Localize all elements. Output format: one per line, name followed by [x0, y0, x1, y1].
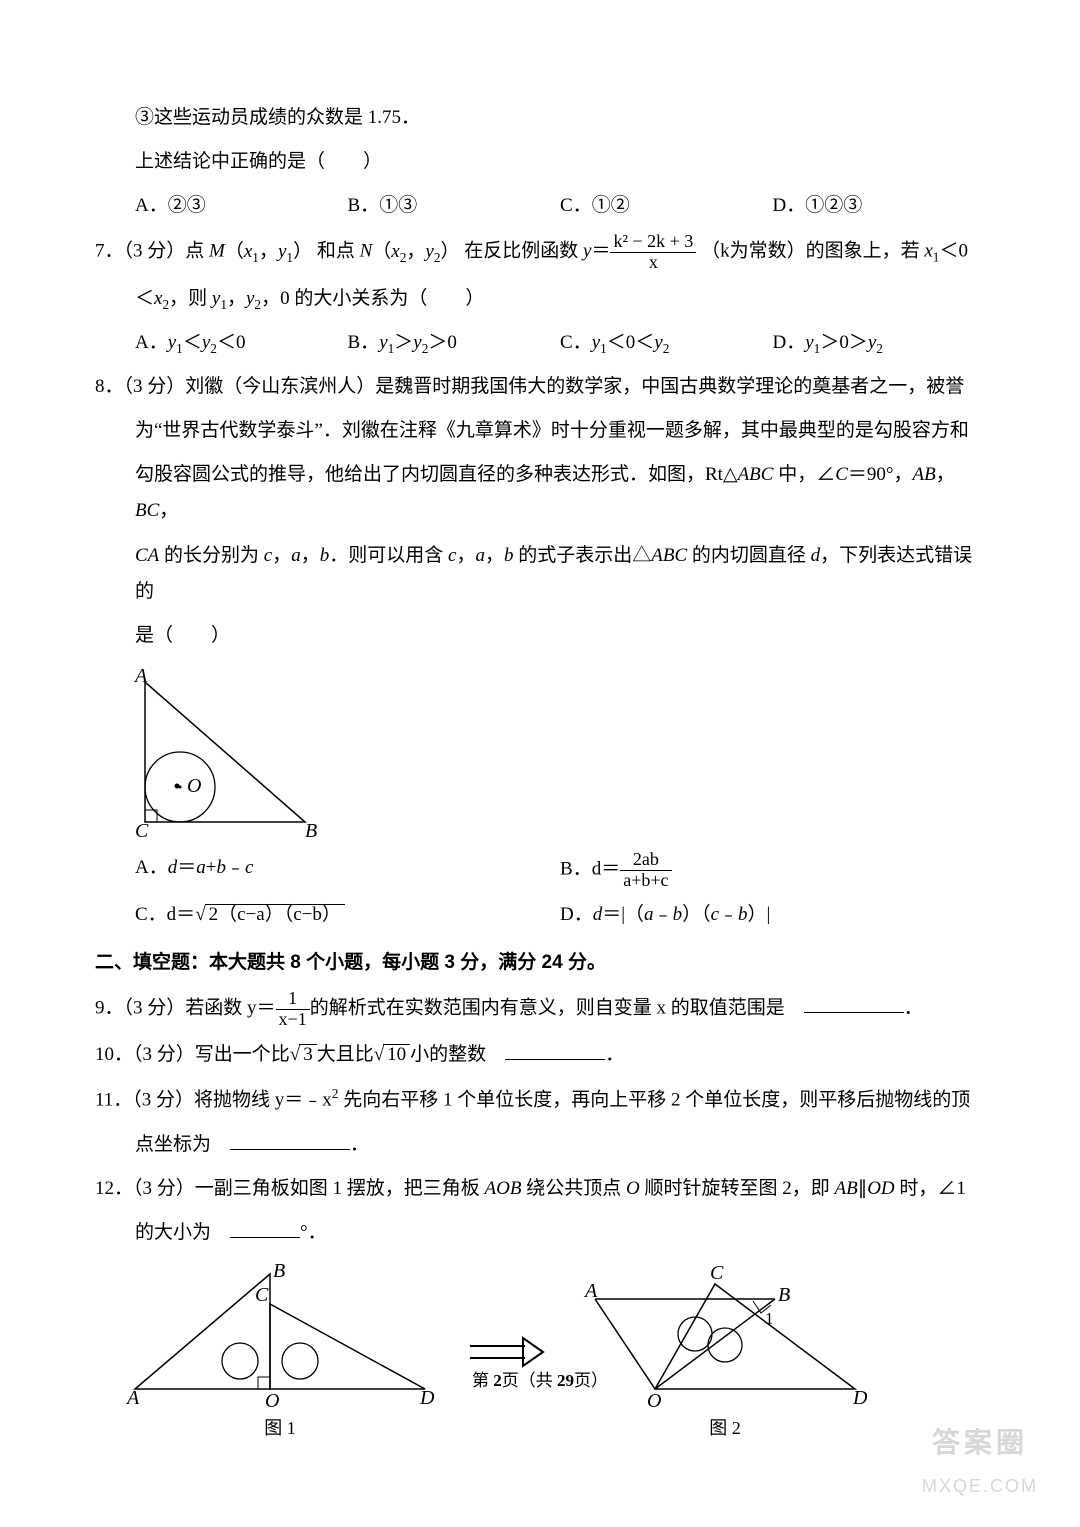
- q7-frac-den: x: [610, 253, 696, 273]
- q12-fig2-caption: 图 2: [575, 1411, 875, 1445]
- q7-choice-d: D．y1＞0＞y2: [773, 325, 986, 361]
- section2-title: 二、填空题：本大题共 8 个小题，每小题 3 分，满分 24 分。: [95, 945, 985, 981]
- q8-choice-a: A．d＝a+b﹣c: [135, 850, 560, 891]
- svg-text:B: B: [305, 820, 317, 842]
- q11-p2: 点坐标为 ．: [95, 1127, 985, 1163]
- q7-and: 和点: [317, 241, 360, 262]
- footer-total: 29: [557, 1371, 574, 1390]
- watermark: 答案圈 MXQE.COM: [905, 1417, 1055, 1502]
- q11-blank: [230, 1131, 350, 1150]
- q8-choice-d: D．d＝|（a﹣b）（c﹣b）|: [560, 897, 985, 933]
- svg-text:C: C: [255, 1284, 269, 1306]
- q11-post: 先向右平移 1 个单位长度，再向上平移 2 个单位长度，则平移后抛物线的顶: [338, 1090, 970, 1111]
- svg-text:B: B: [273, 1260, 285, 1282]
- q6-d-text: ①②③: [805, 195, 862, 216]
- q7-margs: （x1，y1）: [225, 241, 312, 262]
- q10-pre: 10．（3 分）写出一个比: [95, 1044, 290, 1065]
- page-footer: 第 2页（共 29页）: [0, 1365, 1080, 1397]
- q10-blank: [505, 1041, 605, 1060]
- q6-choice-c: C．①②: [560, 188, 773, 224]
- q6-a-text: ②③: [168, 195, 206, 216]
- q7-choice-a: A．y1＜y2＜0: [135, 325, 348, 361]
- q12-fig1: A O B C D 图 1: [125, 1259, 435, 1445]
- q10: 10．（3 分）写出一个比3大且比10小的整数 ．: [95, 1037, 985, 1073]
- watermark-line1: 答案圈: [932, 1416, 1028, 1469]
- q7-choices: A．y1＜y2＜0 B．y1＞y2＞0 C．y1＜0＜y2 D．y1＞0＞y2: [95, 325, 985, 361]
- q8-triangle-svg: A C B O: [125, 662, 325, 842]
- q7-line1: 7．（3 分）点 M（x1，y1） 和点 N（x2，y2） 在反比例函数 y＝k…: [95, 232, 985, 273]
- q12-fig1-caption: 图 1: [125, 1411, 435, 1445]
- footer-post: 页）: [574, 1371, 608, 1390]
- q6-b-text: ①③: [379, 195, 417, 216]
- q12-fig2: A B C O D 1 图 2: [575, 1259, 875, 1445]
- q8-b-num: 2ab: [620, 850, 671, 871]
- q7-choice-c: C．y1＜0＜y2: [560, 325, 773, 361]
- q8-choice-c: C．d＝2（c−a）（c−b）: [135, 897, 560, 933]
- q7-knote: （k为常数）的图象上，若: [701, 241, 924, 262]
- q7-prefix: 7．（3 分）点: [95, 241, 209, 262]
- q8-choices-row1: A．d＝a+b﹣c B．d＝2aba+b+c: [95, 850, 985, 891]
- q11-p1: 11．（3 分）将抛物线 y＝﹣x2 先向右平移 1 个单位长度，再向上平移 2…: [95, 1081, 985, 1118]
- q6-prompt: 上述结论中正确的是（ ）: [95, 144, 985, 180]
- q10-r1: 3: [299, 1044, 317, 1064]
- q12-p2-pre: 的大小为: [135, 1222, 211, 1243]
- q9-den: x−1: [276, 1010, 310, 1030]
- q8-p4: CA 的长分别为 c，a，b．则可以用含 c，a，b 的式子表示出△ABC 的内…: [95, 538, 985, 610]
- watermark-line2: MXQE.COM: [922, 1469, 1038, 1503]
- q6-choice-d: D．①②③: [773, 188, 986, 224]
- q7-nargs: （x2，y2）: [372, 241, 459, 262]
- q12-figures: A O B C D 图 1 A B C O D 1: [95, 1259, 985, 1445]
- q9-post: 的解析式在实数范围内有意义，则自变量 x 的取值范围是: [310, 997, 785, 1018]
- q12-p2-post: °．: [300, 1222, 327, 1243]
- q9-blank: [804, 994, 904, 1013]
- q10-mid: 大且比: [317, 1044, 374, 1065]
- svg-text:O: O: [187, 775, 201, 797]
- q12-p2: 的大小为 °．: [95, 1215, 985, 1251]
- q12-blank: [230, 1219, 300, 1238]
- q8-c-rad: 2（c−a）（c−b）: [205, 904, 345, 924]
- q9-pre: 9．（3 分）若函数: [95, 997, 247, 1018]
- q6-c-text: ①②: [592, 195, 630, 216]
- svg-text:A: A: [133, 665, 148, 687]
- q9-num: 1: [276, 989, 310, 1010]
- q7-frac-num: k² − 2k + 3: [610, 232, 696, 253]
- svg-text:C: C: [710, 1262, 724, 1284]
- q7-choice-b: B．y1＞y2＞0: [348, 325, 561, 361]
- q11-p2-text: 点坐标为: [135, 1134, 211, 1155]
- q7-mid: 在反比例函数: [464, 241, 583, 262]
- q8-figure: A C B O: [95, 662, 985, 842]
- q7-frac: k² − 2k + 3x: [610, 232, 696, 273]
- svg-text:B: B: [778, 1284, 790, 1306]
- q8-choices-row2: C．d＝2（c−a）（c−b） D．d＝|（a﹣b）（c﹣b）|: [95, 897, 985, 933]
- svg-text:A: A: [583, 1280, 598, 1302]
- q10-r2: 10: [383, 1044, 410, 1064]
- q8-p1: 8．（3 分）刘徽（今山东滨州人）是魏晋时期我国伟大的数学家，中国古典数学理论的…: [95, 369, 985, 405]
- footer-pre: 第: [472, 1371, 493, 1390]
- footer-mid: 页（共: [502, 1371, 557, 1390]
- svg-text:1: 1: [765, 1309, 774, 1328]
- q6-choices: A．②③ B．①③ C．①② D．①②③: [95, 188, 985, 224]
- q8-b-den: a+b+c: [620, 871, 671, 891]
- q8-p3: 勾股容圆公式的推导，他给出了内切圆直径的多种表达形式．如图，Rt△ABC 中，∠…: [95, 457, 985, 529]
- q8-choice-b: B．d＝2aba+b+c: [560, 850, 985, 891]
- q12-p1: 12．（3 分）一副三角板如图 1 摆放，把三角板 AOB 绕公共顶点 O 顺时…: [95, 1171, 985, 1207]
- q6-choice-a: A．②③: [135, 188, 348, 224]
- q7-M: M: [209, 241, 225, 262]
- q9: 9．（3 分）若函数 y＝1x−1的解析式在实数范围内有意义，则自变量 x 的取…: [95, 989, 985, 1030]
- footer-page: 2: [493, 1371, 502, 1390]
- q7-yeq: y: [583, 241, 591, 262]
- q11-pre: 11．（3 分）将抛物线 y＝﹣x: [95, 1090, 332, 1111]
- q6-choice-b: B．①③: [348, 188, 561, 224]
- q8-p2: 为“世界古代数学泰斗”．刘徽在注释《九章算术》时十分重视一题多解，其中最典型的是…: [95, 413, 985, 449]
- svg-text:C: C: [135, 820, 149, 842]
- q7-N: N: [360, 241, 373, 262]
- q10-post: 小的整数: [410, 1044, 486, 1065]
- q7-line2: ＜x2，则 y1，y2，0 的大小关系为（ ）: [95, 281, 985, 317]
- q8-p5: 是（ ）: [95, 618, 985, 654]
- q6-stmt3: ③这些运动员成绩的众数是 1.75．: [95, 100, 985, 136]
